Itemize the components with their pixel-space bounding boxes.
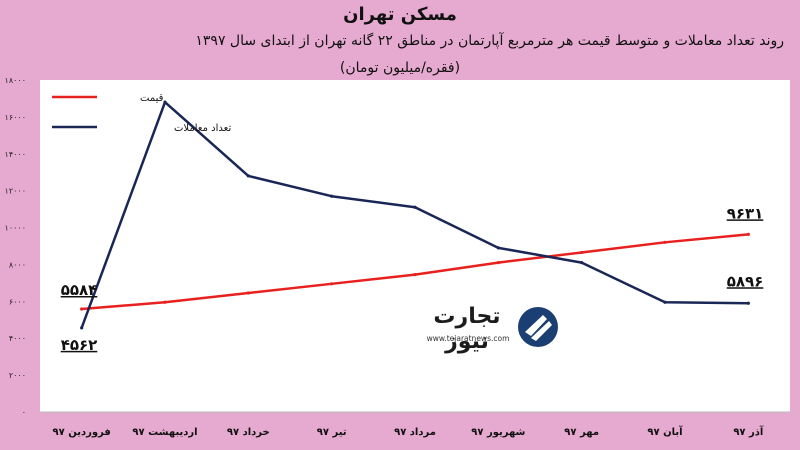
y-tick-label: ۲۰۰۰	[9, 371, 26, 380]
plot-area	[40, 80, 790, 412]
data-point	[163, 300, 167, 304]
data-point	[663, 240, 667, 244]
x-tick-label: فروردین ۹۷	[53, 427, 111, 438]
data-point	[663, 300, 667, 304]
logo-url: www.tejaratnews.com	[426, 334, 510, 343]
x-tick-label: خرداد ۹۷	[227, 427, 270, 438]
y-tick-label: ۴۰۰۰	[9, 334, 26, 343]
data-point	[80, 307, 84, 311]
chart-subtitle: روند تعداد معاملات و متوسط قیمت هر مترمر…	[195, 33, 784, 49]
x-tick-label: مهر ۹۷	[564, 427, 599, 438]
chart-title: مسکن تهران	[343, 4, 457, 25]
chart-unit-note: (فقره/میلیون تومان)	[339, 60, 461, 76]
data-point	[413, 272, 417, 277]
y-tick-label: ۱۶۰۰۰	[5, 113, 26, 122]
data-point	[330, 282, 334, 286]
data-point	[80, 326, 84, 330]
data-point	[330, 194, 334, 198]
price-start-label: ۵۵۸۴	[61, 281, 98, 299]
data-point	[246, 174, 250, 178]
data-point	[496, 246, 500, 250]
y-tick-label: ۰	[22, 408, 26, 417]
x-tick-label: مرداد ۹۷	[394, 427, 436, 438]
data-point	[746, 232, 750, 236]
logo-name: تجارت نیوز	[433, 304, 501, 354]
x-tick-label: تیر ۹۷	[317, 427, 347, 438]
data-point	[163, 100, 167, 104]
legend-label-0: قیمت	[140, 93, 164, 104]
data-point	[496, 261, 500, 265]
y-tick-label: ۱۴۰۰۰	[5, 150, 26, 159]
legend-label-1: تعداد معاملات	[174, 123, 231, 134]
y-tick-label: ۱۸۰۰۰	[5, 76, 26, 85]
data-point	[746, 301, 750, 305]
data-point	[580, 250, 584, 255]
deals-end-label: ۵۸۹۶	[727, 272, 764, 290]
x-tick-label: شهریور ۹۷	[471, 427, 525, 438]
y-tick-label: ۶۰۰۰	[9, 297, 26, 306]
watermark-logo: تجارت نیوز www.tejaratnews.com	[405, 300, 565, 354]
x-tick-label: آذر ۹۷	[733, 425, 764, 438]
y-tick-label: ۱۲۰۰۰	[5, 187, 26, 196]
x-tick-label: اردیبهشت ۹۷	[132, 427, 197, 438]
data-point	[580, 261, 584, 265]
x-tick-label: آبان ۹۷	[647, 425, 683, 438]
deals-start-label: ۴۵۶۲	[61, 336, 98, 354]
y-tick-label: ۱۰۰۰۰	[5, 224, 26, 233]
data-point	[246, 291, 250, 295]
data-point	[413, 205, 417, 209]
y-tick-label: ۸۰۰۰	[9, 260, 26, 269]
logo-globe-icon	[518, 307, 558, 347]
price-end-label: ۹۶۳۱	[727, 204, 764, 222]
